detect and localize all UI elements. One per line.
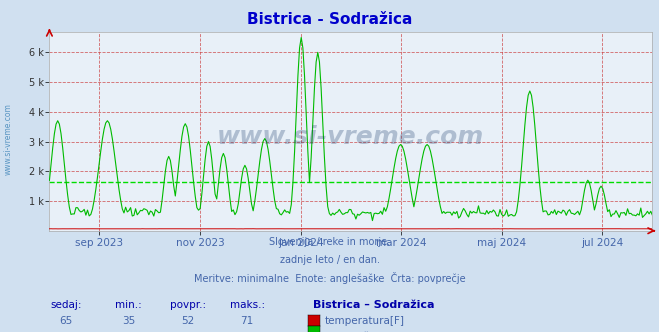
Text: Meritve: minimalne  Enote: anglešaške  Črta: povprečje: Meritve: minimalne Enote: anglešaške Črt… bbox=[194, 272, 465, 284]
Text: Bistrica – Sodražica: Bistrica – Sodražica bbox=[313, 300, 434, 310]
Text: Slovenija / reke in morje.: Slovenija / reke in morje. bbox=[269, 237, 390, 247]
Text: 65: 65 bbox=[59, 316, 72, 326]
Text: povpr.:: povpr.: bbox=[170, 300, 206, 310]
Text: 35: 35 bbox=[122, 316, 135, 326]
Text: sedaj:: sedaj: bbox=[50, 300, 82, 310]
Text: www.si-vreme.com: www.si-vreme.com bbox=[217, 125, 484, 149]
Text: Bistrica - Sodražica: Bistrica - Sodražica bbox=[247, 12, 412, 27]
Text: 52: 52 bbox=[181, 316, 194, 326]
Text: www.si-vreme.com: www.si-vreme.com bbox=[3, 104, 13, 175]
Text: min.:: min.: bbox=[115, 300, 142, 310]
Text: maks.:: maks.: bbox=[229, 300, 265, 310]
Text: zadnje leto / en dan.: zadnje leto / en dan. bbox=[279, 255, 380, 265]
Text: 71: 71 bbox=[241, 316, 254, 326]
Text: temperatura[F]: temperatura[F] bbox=[325, 316, 405, 326]
